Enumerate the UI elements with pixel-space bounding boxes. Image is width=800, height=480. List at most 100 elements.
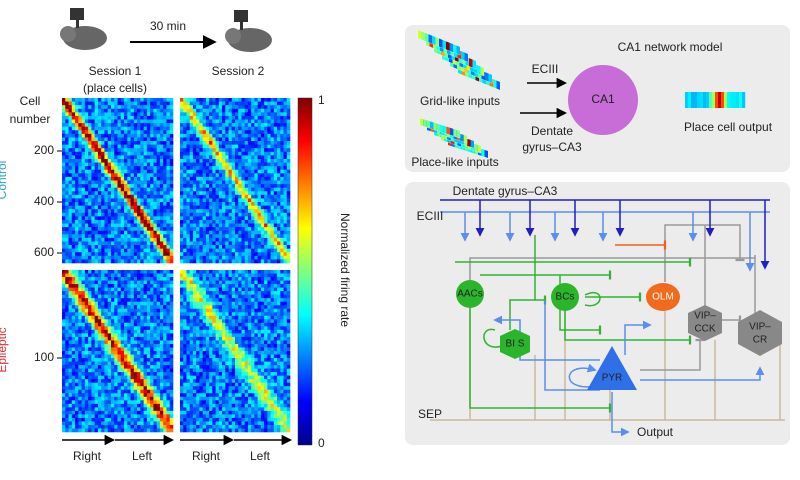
heatmap-cell (104, 410, 109, 415)
heatmap-cell (81, 248, 86, 253)
heatmap-cell (218, 187, 223, 192)
heatmap-cell (114, 245, 118, 249)
heatmap-cell (228, 270, 233, 274)
heatmap-cell (140, 284, 144, 288)
heatmap-cell (107, 372, 112, 376)
heatmap-cell (91, 407, 95, 412)
heatmap-cell (153, 277, 157, 281)
heatmap-cell (235, 280, 239, 285)
heatmap-cell (124, 191, 128, 196)
heatmap-cell (186, 176, 191, 181)
heatmap-cell (241, 101, 246, 106)
heatmap-cell (133, 216, 138, 221)
heatmap-cell (286, 176, 291, 181)
heatmap-cell (150, 403, 154, 408)
heatmap-cell (110, 101, 115, 106)
heatmap-cell (244, 162, 249, 167)
heatmap-cell (183, 212, 187, 217)
heatmap-cell (267, 259, 271, 264)
heatmap-cell (156, 270, 161, 274)
heatmap-cell (130, 273, 135, 278)
heatmap-cell (273, 176, 278, 181)
heatmap-cell (202, 98, 207, 102)
heatmap-cell (107, 237, 112, 242)
heatmap-cell (209, 252, 213, 257)
heatmap-cell (235, 151, 239, 156)
heatmap-cell (120, 151, 125, 156)
heatmap-cell (133, 351, 138, 355)
heatmap-cell (225, 98, 229, 102)
heatmap-cell (101, 252, 105, 257)
heatmap-cell (78, 255, 82, 260)
heatmap-cell (68, 223, 73, 228)
heatmap-cell (120, 158, 125, 163)
heatmap-cell (71, 336, 76, 341)
heatmap-cell (257, 123, 262, 127)
heatmap-cell (267, 248, 271, 253)
heatmap-cell (140, 202, 144, 206)
heatmap-cell (133, 410, 138, 415)
heatmap-cell (156, 351, 161, 355)
heatmap-cell (199, 252, 203, 257)
heatmap-cell (65, 340, 69, 345)
heatmap-cell (101, 315, 105, 320)
heatmap-cell (159, 315, 164, 320)
heatmap-cell (84, 115, 89, 120)
heatmap-cell (241, 98, 246, 102)
heatmap-cell (273, 248, 278, 253)
heatmap-cell (231, 219, 236, 224)
heatmap-cell (156, 234, 161, 239)
heatmap-cell (110, 141, 115, 145)
heatmap-cell (228, 191, 233, 196)
heatmap-cell (101, 333, 105, 338)
heatmap-cell (101, 361, 105, 366)
heatmap-cell (143, 101, 148, 106)
heatmap-cell (62, 326, 66, 331)
heatmap-cell (150, 158, 154, 163)
heatmap-cell (196, 284, 200, 288)
heatmap-cell (137, 319, 141, 324)
heatmap-cell (183, 277, 187, 281)
heatmap-cell (91, 372, 95, 376)
heatmap-cell (241, 216, 246, 221)
heatmap-cell (75, 212, 79, 217)
heatmap-cell (225, 155, 229, 160)
heatmap-cell (137, 133, 141, 138)
heatmap-cell (156, 400, 161, 405)
heatmap-cell (238, 173, 242, 178)
heatmap-cell (166, 112, 171, 117)
heatmap-cell (251, 119, 255, 124)
heatmap-cell (286, 148, 291, 153)
heatmap-cell (169, 108, 174, 113)
heatmap-cell (238, 180, 242, 185)
heatmap-cell (78, 112, 82, 117)
heatmap-cell (257, 291, 262, 295)
heatmap-cell (140, 375, 144, 380)
heatmap-cell (286, 198, 291, 203)
heatmap-cell (146, 386, 151, 391)
heatmap-cell (84, 277, 89, 281)
heatmap-cell (124, 245, 128, 249)
heatmap-cell (215, 294, 220, 299)
heatmap-cell (260, 284, 265, 288)
heatmap-cell (146, 305, 151, 310)
heatmap-cell (130, 112, 135, 117)
heatmap-cell (88, 148, 92, 153)
heatmap-cell (209, 162, 213, 167)
heatmap-cell (235, 227, 239, 232)
heatmap-cell (150, 389, 154, 394)
heatmap-cell (163, 358, 167, 362)
heatmap-cell (241, 245, 246, 249)
heatmap-cell (146, 151, 151, 156)
heatmap-cell (159, 112, 164, 117)
heatmap-cell (225, 255, 229, 260)
heatmap-cell (163, 101, 167, 106)
heatmap-cell (117, 379, 122, 383)
heatmap-cell (146, 358, 151, 362)
heatmap-cell (280, 180, 284, 185)
heatmap-cell (94, 162, 99, 167)
heatmap-cell (222, 169, 226, 174)
heatmap-cell (267, 101, 271, 106)
heatmap-cell (251, 245, 255, 249)
heatmap-cell (94, 223, 99, 228)
